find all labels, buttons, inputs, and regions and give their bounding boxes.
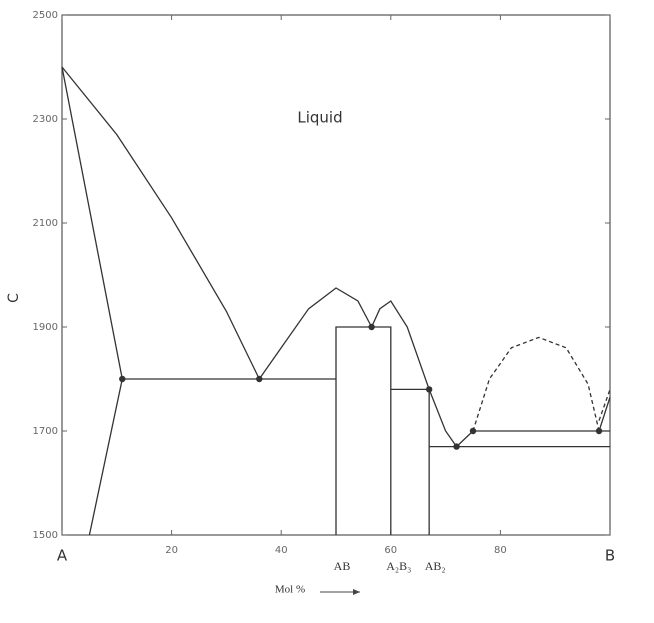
y-tick-label: 1700 — [33, 426, 58, 437]
phase-boundary — [61, 66, 123, 380]
y-tick-label: 2100 — [33, 218, 58, 229]
x-tick-label: 40 — [275, 545, 288, 556]
phase-point — [595, 427, 603, 435]
phase-boundary — [61, 66, 260, 380]
y-axis-label: C — [6, 293, 22, 303]
compound-label: AB — [334, 559, 351, 573]
y-tick-label: 1500 — [33, 530, 58, 541]
x-axis-label: Mol % — [275, 584, 305, 596]
phase-boundary — [598, 389, 611, 421]
phase-boundary — [472, 336, 600, 432]
x-tick-label: A — [57, 547, 68, 565]
phase-boundary — [598, 396, 611, 432]
phase-boundary — [371, 300, 458, 447]
compound-label: AB₂ — [425, 559, 446, 573]
phase-point — [453, 443, 460, 450]
phase-boundary — [390, 388, 430, 535]
phase-boundary — [88, 378, 123, 536]
compound-label: A₂B₃ — [386, 559, 411, 573]
axis-arrow-head — [353, 589, 360, 595]
phase-point — [425, 386, 433, 393]
phase-boundary — [258, 287, 373, 380]
x-tick-label: 80 — [494, 545, 507, 556]
x-tick-label: 20 — [165, 545, 178, 556]
x-tick-label: 60 — [384, 545, 397, 556]
phase-point — [469, 427, 477, 435]
y-tick-label: 2500 — [33, 10, 58, 21]
phase-point — [256, 375, 263, 383]
y-tick-label: 2300 — [33, 114, 58, 125]
x-tick-label: B — [605, 547, 615, 565]
phase-point — [368, 323, 375, 331]
phase-point — [119, 375, 126, 383]
region-label: Liquid — [297, 109, 342, 127]
phase-boundary — [335, 326, 392, 535]
y-tick-label: 1900 — [33, 322, 58, 333]
phase-boundary — [456, 430, 474, 448]
